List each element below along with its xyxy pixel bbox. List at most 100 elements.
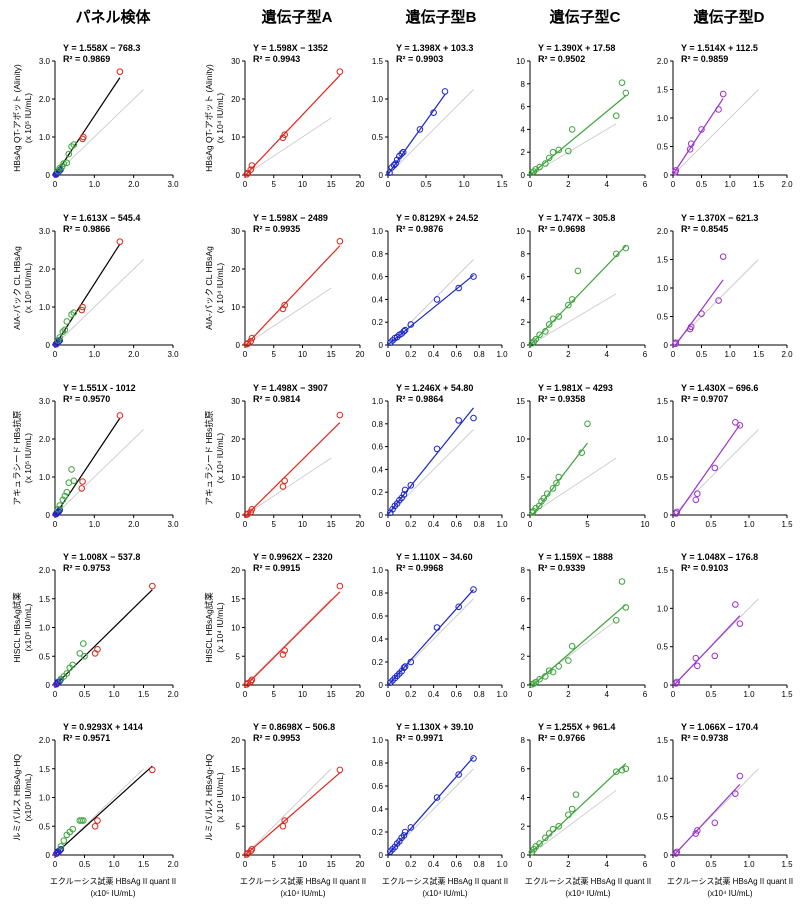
y-tick-label: 0.6 <box>372 273 384 282</box>
data-point-d <box>694 662 701 670</box>
y-tick-label: 2.0 <box>39 265 51 274</box>
y-tick-label: 0 <box>664 681 669 690</box>
regression-equation: Y = 1.246X + 54.80 <box>396 383 473 393</box>
regression-equation: Y = 1.159X − 1888 <box>538 552 613 562</box>
x-tick-label: 5 <box>272 860 277 869</box>
data-point-b <box>433 445 441 453</box>
x-tick-label: 1.5 <box>138 690 150 699</box>
data-point-c <box>612 112 620 120</box>
data-point-c <box>57 843 65 850</box>
y-tick-label: 30 <box>231 227 240 236</box>
y-tick-label: 0 <box>379 171 384 180</box>
x-tick-label: 10 <box>298 860 307 869</box>
y-tick-label: 0.5 <box>39 652 51 661</box>
y-tick-label: 0 <box>46 851 51 860</box>
y-tick-label: 0.5 <box>372 133 384 142</box>
x-axis-label-line2: (x10⁴ IU/mL) <box>707 889 753 898</box>
y-tick-label: 1.0 <box>39 133 51 142</box>
data-point-c <box>61 326 69 334</box>
y-tick-label: 1.5 <box>657 397 669 406</box>
x-tick-label: 20 <box>356 520 365 529</box>
data-point-c <box>59 328 67 336</box>
data-point-c <box>565 811 572 819</box>
y-tick-label: 20 <box>231 265 240 274</box>
y-tick-label: 0.8 <box>372 759 384 768</box>
data-point-b <box>400 832 408 839</box>
column-title-panel: パネル検体 <box>75 8 151 26</box>
x-tick-label: 0 <box>243 860 248 869</box>
y-tick-label: 6 <box>521 273 526 282</box>
y-tick-label: 1.0 <box>372 736 384 745</box>
x-tick-label: 0.6 <box>451 690 463 699</box>
regression-line <box>532 442 588 516</box>
column-titles: パネル検体 遺伝子型A 遺伝子型B 遺伝子型C 遺伝子型D <box>75 8 764 26</box>
r-squared: R² = 0.9968 <box>396 563 443 573</box>
data-point-a <box>281 477 288 485</box>
data-point-b <box>470 414 477 422</box>
data-point-c <box>63 670 71 677</box>
x-tick-label: 15 <box>327 180 336 189</box>
r-squared: R² = 0.9753 <box>63 563 110 573</box>
data-point-c <box>568 805 576 813</box>
data-point-d <box>711 464 719 472</box>
y-tick-label: 1.5 <box>657 736 669 745</box>
y-axis-label-line1: アキュラシード HBs抗原 <box>12 411 22 506</box>
y-axis-label-line2: (x 10⁴ IU/mL) <box>215 772 225 823</box>
data-point-c <box>543 490 551 498</box>
data-point-a <box>279 822 287 830</box>
data-point-b <box>455 417 462 424</box>
x-tick-label: 6 <box>643 690 648 699</box>
y-tick-label: 0 <box>236 511 241 520</box>
y-tick-label: 10 <box>516 227 525 236</box>
regression-line <box>676 424 741 516</box>
y-axis-label: HBsAg QT-アボット (Alinity) (x 10⁵ IU/mL) <box>12 64 33 172</box>
x-tick-label: 4 <box>604 350 609 359</box>
x-axis-label-line1: エクルーシス試薬 HBsAg II quant II <box>667 876 793 886</box>
x-axis-label-col0: エクルーシス試薬 HBsAg II quant II (x10⁵ IU/mL) <box>50 876 176 898</box>
y-tick-label: 0 <box>521 511 526 520</box>
x-axis-label-line1: エクルーシス試薬 HBsAg II quant II <box>240 876 366 886</box>
data-point-c <box>542 160 549 167</box>
data-point-a <box>80 133 87 141</box>
y-tick-label: 1.0 <box>372 95 384 104</box>
identity-line <box>387 89 474 176</box>
data-point-b <box>400 328 408 335</box>
column-title-genotype-a: 遺伝子型A <box>261 8 333 26</box>
y-tick-label: 1.5 <box>39 595 51 604</box>
x-tick-label: 2.0 <box>128 180 140 189</box>
data-point-c <box>528 339 536 347</box>
y-tick-label: 10 <box>231 133 240 142</box>
data-point-c <box>76 650 84 657</box>
data-point-b <box>400 664 408 672</box>
data-point-d <box>715 106 722 113</box>
y-tick-label: 0 <box>521 851 526 860</box>
y-tick-label: 4 <box>521 794 526 803</box>
data-point-c <box>536 675 543 683</box>
y-tick-label: 10 <box>231 473 240 482</box>
panel-r1-c4: 0 0.5 1.0 1.5 2.0 0 0.5 1.0 1.5 2.0 Y = 1.370X − 6… <box>657 213 793 359</box>
panel-r2-c0: 0 1.0 2.0 3.0 0 1.0 2.0 3.0 Y = 1.551X - 1012R² … <box>12 383 179 529</box>
data-point-a <box>281 301 288 309</box>
data-point-c <box>69 661 76 669</box>
y-tick-label: 8 <box>521 250 526 259</box>
x-tick-label: 5 <box>272 180 277 189</box>
data-point-d <box>672 339 680 347</box>
data-point-d <box>736 422 744 429</box>
panel-r3-c2: 0 0.2 0.4 0.6 0.8 1.0 0 0.2 0.4 0.6 0.8 1.0 Y = 1.11… <box>372 552 508 699</box>
regression-equation: Y = 1.130X + 39.10 <box>396 722 473 732</box>
y-tick-label: 0.5 <box>657 813 669 822</box>
data-point-b <box>56 677 64 685</box>
panel-r2-c2: 0 0.2 0.4 0.6 0.8 1.0 0 0.2 0.4 0.6 0.8 1.0 Y = 1.24… <box>372 383 508 529</box>
data-point-a <box>243 170 251 178</box>
y-tick-label: 2 <box>521 822 526 831</box>
y-tick-label: 0.5 <box>657 643 669 652</box>
data-point-d <box>672 167 680 174</box>
y-tick-label: 6 <box>521 103 526 112</box>
data-point-d <box>736 620 744 627</box>
y-tick-label: 1.5 <box>372 57 384 66</box>
data-point-a <box>281 131 288 139</box>
y-tick-label: 0.4 <box>372 465 384 474</box>
data-point-c <box>568 296 576 303</box>
y-tick-label: 0 <box>379 681 384 690</box>
